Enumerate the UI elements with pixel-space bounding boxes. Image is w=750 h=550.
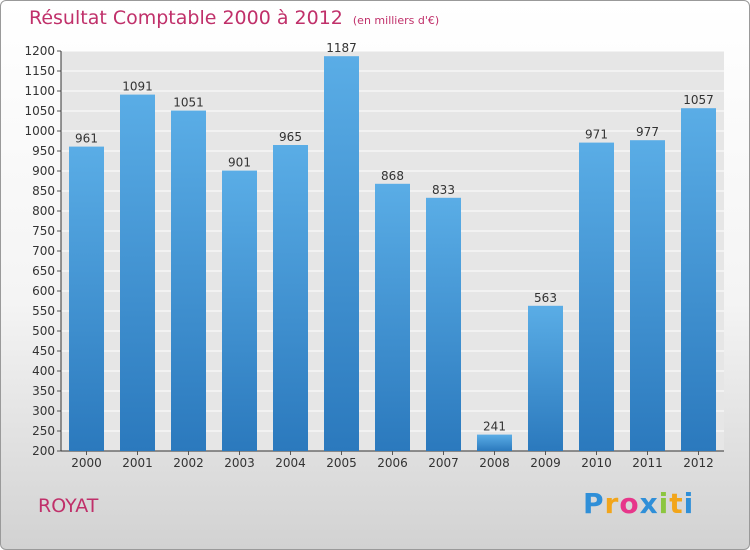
bar-value-label: 1057 bbox=[683, 93, 714, 107]
x-tick-label: 2012 bbox=[683, 456, 714, 470]
y-tick-label: 1100 bbox=[24, 84, 55, 98]
bar bbox=[630, 140, 665, 451]
chart-title-wrap: Résultat Comptable 2000 à 2012 (en millie… bbox=[29, 7, 439, 29]
y-tick-label: 900 bbox=[32, 164, 55, 178]
x-tick-label: 2008 bbox=[479, 456, 510, 470]
bar-value-label: 1051 bbox=[173, 96, 204, 110]
bar-value-label: 901 bbox=[228, 156, 251, 170]
bar-value-label: 1091 bbox=[122, 80, 153, 94]
y-tick-label: 600 bbox=[32, 284, 55, 298]
y-tick-label: 250 bbox=[32, 424, 55, 438]
chart-title: Résultat Comptable 2000 à 2012 bbox=[29, 7, 343, 29]
logo-letter: x bbox=[639, 487, 659, 520]
bar-value-label: 1187 bbox=[326, 41, 357, 55]
bar bbox=[375, 183, 410, 452]
y-tick-label: 850 bbox=[32, 184, 55, 198]
x-tick-label: 2011 bbox=[632, 456, 663, 470]
y-tick-label: 300 bbox=[32, 404, 55, 418]
logo-letter: t bbox=[669, 487, 684, 520]
y-tick-label: 350 bbox=[32, 384, 55, 398]
y-tick-label: 1200 bbox=[24, 44, 55, 58]
bar bbox=[528, 305, 563, 451]
bar-value-label: 965 bbox=[279, 130, 302, 144]
logo-letter: r bbox=[604, 487, 620, 520]
logo-letter: P bbox=[583, 487, 605, 520]
y-tick-label: 550 bbox=[32, 304, 55, 318]
y-tick-label: 800 bbox=[32, 204, 55, 218]
y-tick-label: 500 bbox=[32, 324, 55, 338]
bar bbox=[69, 146, 104, 451]
y-tick-label: 950 bbox=[32, 144, 55, 158]
y-tick-label: 200 bbox=[32, 444, 55, 458]
bar bbox=[579, 142, 614, 451]
y-tick-label: 1050 bbox=[24, 104, 55, 118]
bar-value-label: 563 bbox=[534, 291, 557, 305]
x-tick-label: 2000 bbox=[71, 456, 102, 470]
bar bbox=[324, 56, 359, 451]
bar-value-label: 241 bbox=[483, 420, 506, 434]
bar-value-label: 971 bbox=[585, 128, 608, 142]
x-tick-label: 2010 bbox=[581, 456, 612, 470]
x-tick-label: 2002 bbox=[173, 456, 204, 470]
y-tick-label: 650 bbox=[32, 264, 55, 278]
y-tick-label: 1000 bbox=[24, 124, 55, 138]
y-tick-label: 700 bbox=[32, 244, 55, 258]
x-tick-label: 2003 bbox=[224, 456, 255, 470]
logo-letter: i bbox=[683, 487, 695, 520]
y-tick-label: 400 bbox=[32, 364, 55, 378]
bar bbox=[120, 94, 155, 451]
x-tick-label: 2007 bbox=[428, 456, 459, 470]
x-tick-label: 2009 bbox=[530, 456, 561, 470]
x-tick-label: 2005 bbox=[326, 456, 357, 470]
y-tick-label: 750 bbox=[32, 224, 55, 238]
logo-letter: o bbox=[619, 487, 640, 520]
bar bbox=[273, 145, 308, 451]
x-tick-label: 2006 bbox=[377, 456, 408, 470]
bar bbox=[222, 170, 257, 451]
bar-value-label: 977 bbox=[636, 125, 659, 139]
bar-value-label: 868 bbox=[381, 169, 404, 183]
town-name: ROYAT bbox=[38, 495, 99, 517]
y-tick-label: 450 bbox=[32, 344, 55, 358]
bar-value-label: 833 bbox=[432, 183, 455, 197]
bar bbox=[426, 197, 461, 451]
x-tick-label: 2004 bbox=[275, 456, 306, 470]
bar bbox=[171, 110, 206, 451]
bar bbox=[477, 434, 512, 451]
x-tick-label: 2001 bbox=[122, 456, 153, 470]
bar bbox=[681, 108, 716, 451]
y-tick-label: 1150 bbox=[24, 64, 55, 78]
logo-letter: i bbox=[658, 487, 670, 520]
bar-value-label: 961 bbox=[75, 132, 98, 146]
chart-subtitle: (en milliers d'€) bbox=[352, 14, 440, 27]
proxiti-logo[interactable]: Proxiti bbox=[583, 487, 694, 520]
